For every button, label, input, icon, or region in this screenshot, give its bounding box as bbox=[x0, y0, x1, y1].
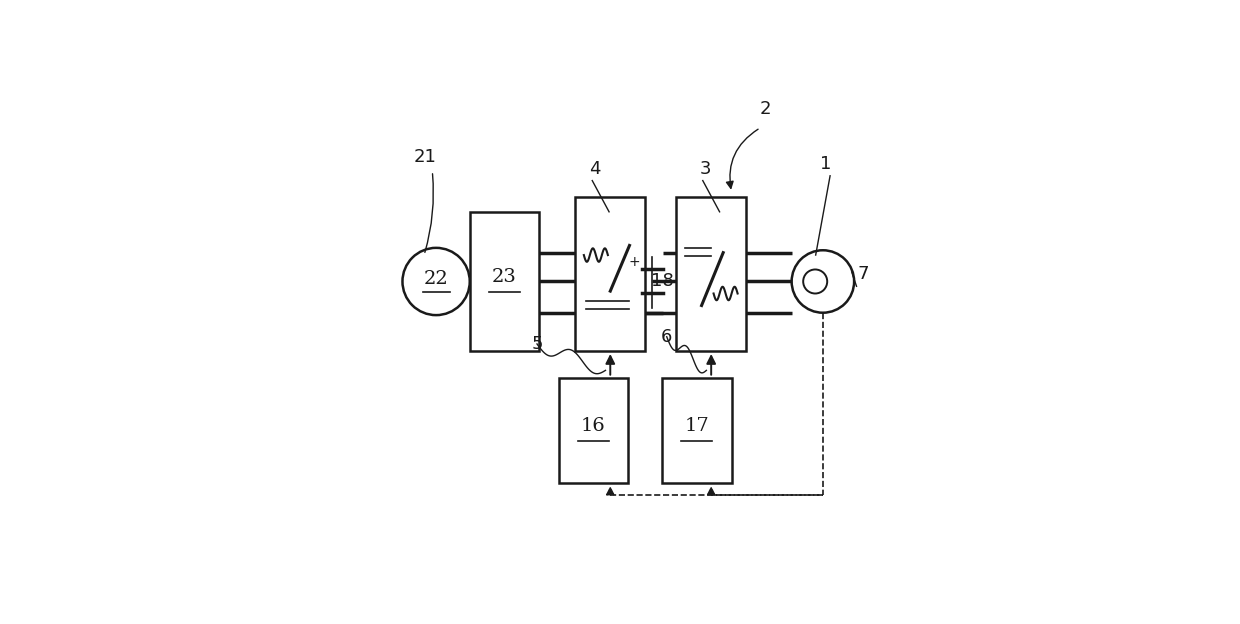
Circle shape bbox=[804, 270, 827, 293]
Text: 22: 22 bbox=[424, 270, 449, 288]
Text: 6: 6 bbox=[661, 328, 672, 346]
Text: 1: 1 bbox=[820, 155, 831, 173]
Bar bbox=[575, 197, 645, 351]
Text: 5: 5 bbox=[531, 335, 543, 353]
Text: 21: 21 bbox=[414, 147, 436, 165]
Text: 17: 17 bbox=[684, 417, 709, 435]
Bar bbox=[676, 197, 746, 351]
Text: 4: 4 bbox=[589, 160, 600, 178]
Text: 7: 7 bbox=[858, 265, 869, 283]
Text: 2: 2 bbox=[759, 99, 771, 117]
Bar bbox=[662, 378, 732, 483]
Bar bbox=[559, 378, 629, 483]
Text: 23: 23 bbox=[492, 268, 517, 286]
Bar bbox=[470, 212, 539, 351]
Text: 16: 16 bbox=[582, 417, 606, 435]
Circle shape bbox=[791, 250, 854, 313]
Circle shape bbox=[403, 248, 470, 315]
Text: 18: 18 bbox=[651, 273, 673, 291]
Text: +: + bbox=[629, 255, 640, 270]
Text: 3: 3 bbox=[699, 160, 711, 178]
